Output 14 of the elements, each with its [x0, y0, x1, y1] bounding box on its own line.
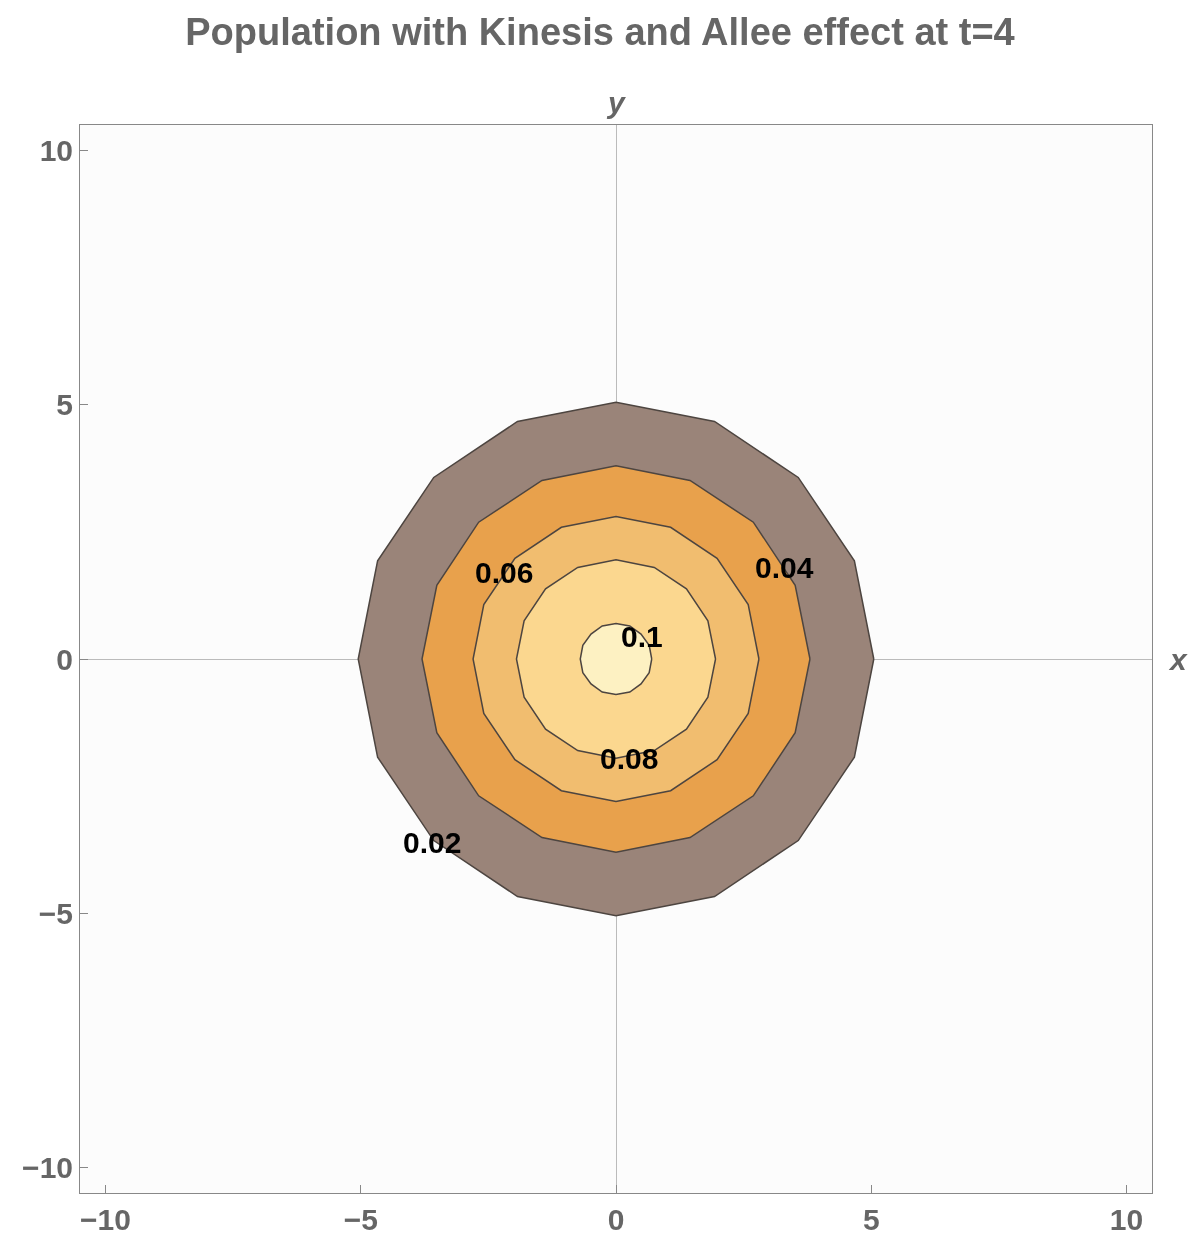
y-tick-label: 0	[56, 642, 73, 676]
annotation: 0.04	[755, 551, 814, 584]
y-tick-label: −10	[22, 1151, 73, 1185]
x-tick-label: −5	[343, 1203, 378, 1236]
x-tick-label: 10	[1109, 1203, 1144, 1236]
x-tick-label: 5	[862, 1203, 880, 1236]
chart-title: Population with Kinesis and Allee effect at t=4	[185, 11, 1015, 54]
x-axis-title: x	[1168, 643, 1188, 676]
x-tick-label: 0	[607, 1203, 625, 1236]
x-tick-label: −10	[80, 1203, 131, 1236]
y-tick-label: −5	[38, 896, 73, 930]
y-tick-label: 10	[39, 133, 73, 167]
y-tick-label: 5	[56, 388, 73, 422]
y-axis-title: y	[606, 86, 626, 119]
